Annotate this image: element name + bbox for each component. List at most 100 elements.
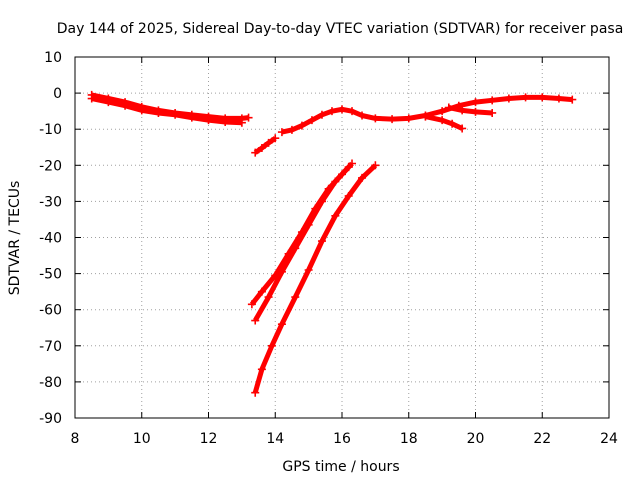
y-axis-ticks: 10 0 -10 -20 -30 -40 -50 -60 -70 -80 -90 xyxy=(39,50,609,427)
series-short-segment xyxy=(251,134,280,157)
data-point xyxy=(244,113,253,122)
data-point xyxy=(257,143,266,152)
data-point xyxy=(358,111,367,120)
data-point xyxy=(488,108,497,117)
data-point xyxy=(317,237,326,246)
series-evening-branch-b xyxy=(444,103,497,117)
data-point xyxy=(267,341,276,350)
y-tick-label: -30 xyxy=(39,194,62,210)
y-tick-label: -10 xyxy=(39,122,62,138)
series-descent-2 xyxy=(251,161,380,397)
data-point xyxy=(257,287,266,296)
data-point xyxy=(304,220,313,229)
data-point xyxy=(307,116,316,125)
data-point xyxy=(221,117,230,126)
data-point xyxy=(304,265,313,274)
data-point xyxy=(504,94,513,103)
data-point xyxy=(237,118,246,127)
data-point xyxy=(291,293,300,302)
data-point xyxy=(154,108,163,117)
series-morning xyxy=(87,90,253,123)
data-point xyxy=(251,316,260,325)
data-point xyxy=(277,267,286,276)
data-point xyxy=(444,103,453,112)
data-point xyxy=(348,107,357,116)
data-point xyxy=(104,98,113,107)
data-point xyxy=(271,134,280,143)
data-point xyxy=(264,293,273,302)
data-point xyxy=(344,163,353,172)
data-point xyxy=(287,125,296,134)
data-point xyxy=(471,107,480,116)
y-tick-label: 0 xyxy=(53,86,62,102)
x-axis-label: GPS time / hours xyxy=(282,459,399,475)
x-tick-label: 14 xyxy=(266,431,284,447)
y-tick-label: -60 xyxy=(39,303,62,319)
y-tick-label: -20 xyxy=(39,158,62,174)
x-tick-label: 10 xyxy=(133,431,151,447)
data-point xyxy=(458,124,467,133)
series-line xyxy=(253,136,277,155)
data-point xyxy=(358,173,367,182)
data-point xyxy=(317,110,326,119)
data-point xyxy=(121,101,130,110)
data-point xyxy=(404,114,413,123)
series-line xyxy=(424,114,464,131)
data-point xyxy=(438,116,447,125)
data-point xyxy=(297,121,306,130)
data-point xyxy=(277,128,286,137)
data-point xyxy=(331,211,340,220)
data-point xyxy=(538,93,547,102)
data-point xyxy=(277,320,286,329)
data-point xyxy=(448,119,457,128)
y-tick-label: -70 xyxy=(39,339,62,355)
data-point xyxy=(264,138,273,147)
data-point xyxy=(317,197,326,206)
data-point xyxy=(438,107,447,116)
data-point xyxy=(251,148,260,157)
series-line xyxy=(253,165,351,322)
data-point xyxy=(338,105,346,114)
data-point xyxy=(171,110,180,119)
series-line xyxy=(91,96,243,126)
data-point xyxy=(331,177,340,186)
x-tick-label: 22 xyxy=(533,431,551,447)
data-point xyxy=(421,112,430,121)
data-point xyxy=(247,300,256,309)
plot-frame xyxy=(74,56,610,419)
y-tick-label: 10 xyxy=(44,50,62,66)
series-line xyxy=(281,94,573,135)
data-point xyxy=(568,95,577,104)
data-point xyxy=(458,106,467,115)
x-axis-ticks: 8 10 12 14 16 18 20 22 24 xyxy=(71,57,618,447)
series-evening-branch xyxy=(421,112,467,133)
y-tick-label: -80 xyxy=(39,375,62,391)
data-point xyxy=(204,116,213,125)
data-point xyxy=(87,94,96,103)
x-tick-label: 24 xyxy=(600,431,618,447)
data-point xyxy=(251,388,260,397)
data-point xyxy=(471,98,480,107)
data-point xyxy=(344,191,353,200)
y-tick-label: -40 xyxy=(39,231,62,247)
x-tick-label: 8 xyxy=(71,431,80,447)
x-tick-label: 18 xyxy=(400,431,418,447)
data-point xyxy=(327,107,336,116)
data-point xyxy=(488,96,497,105)
data-point xyxy=(291,244,300,253)
series-morning-b xyxy=(87,94,246,127)
y-tick-label: -90 xyxy=(39,411,62,427)
data-point xyxy=(521,93,530,102)
data-point xyxy=(257,365,266,374)
x-tick-label: 20 xyxy=(467,431,485,447)
y-tick-label: -50 xyxy=(39,267,62,283)
data-point xyxy=(187,113,196,122)
data-point xyxy=(137,106,146,115)
chart-title: Day 144 of 2025, Sidereal Day-to-day VTE… xyxy=(57,21,624,37)
x-tick-label: 12 xyxy=(200,431,218,447)
data-point xyxy=(371,161,380,170)
data-point xyxy=(388,115,397,124)
x-tick-label: 16 xyxy=(333,431,351,447)
y-axis-label: SDTVAR / TECUs xyxy=(7,181,23,296)
